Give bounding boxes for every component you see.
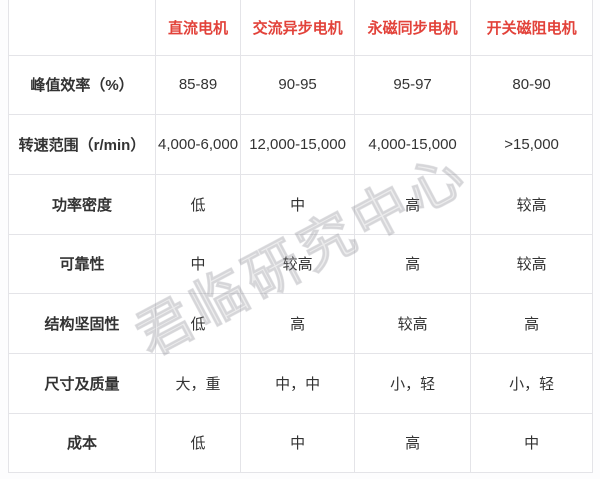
cell-reliability-sr: 较高 (470, 233, 594, 295)
cell-cost-dc: 低 (154, 412, 242, 474)
cell-size-weight-sr: 小，轻 (470, 352, 594, 414)
cell-reliability-dc: 中 (154, 233, 242, 295)
col-header-switched-reluctance-motor: 开关磁阻电机 (470, 0, 594, 56)
row-label-structural-robustness: 结构坚固性 (8, 293, 156, 354)
cell-speed-range-sr: >15,000 (470, 114, 594, 175)
table-row-size-weight: 尺寸及质量 大，重 中，中 小，轻 小，轻 (8, 352, 594, 414)
cell-cost-ac: 中 (240, 412, 356, 474)
cell-power-density-pm: 高 (354, 173, 472, 235)
cell-power-density-sr: 较高 (470, 173, 594, 235)
cell-size-weight-ac: 中，中 (240, 352, 356, 414)
table-row-speed-range: 转速范围（r/min） 4,000-6,000 12,000-15,000 4,… (8, 114, 594, 175)
cell-size-weight-dc: 大，重 (154, 352, 242, 414)
cell-speed-range-dc: 4,000-6,000 (154, 114, 242, 175)
table-header: 直流电机 交流异步电机 永磁同步电机 开关磁阻电机 (8, 0, 594, 56)
cell-size-weight-pm: 小，轻 (354, 352, 472, 414)
row-label-size-weight: 尺寸及质量 (8, 352, 156, 414)
table-row-peak-efficiency: 峰值效率（%） 85-89 90-95 95-97 80-90 (8, 54, 594, 116)
cell-speed-range-pm: 4,000-15,000 (354, 114, 472, 175)
table-row-power-density: 功率密度 低 中 高 较高 (8, 173, 594, 235)
cell-structural-robustness-pm: 较高 (354, 293, 472, 354)
cell-peak-efficiency-dc: 85-89 (154, 54, 242, 116)
table-row-cost: 成本 低 中 高 中 (8, 412, 594, 474)
cell-power-density-ac: 中 (240, 173, 356, 235)
row-label-cost: 成本 (8, 412, 156, 474)
row-label-reliability: 可靠性 (8, 233, 156, 295)
cell-peak-efficiency-pm: 95-97 (354, 54, 472, 116)
row-label-peak-efficiency: 峰值效率（%） (8, 54, 156, 116)
row-label-power-density: 功率密度 (8, 173, 156, 235)
cell-reliability-pm: 高 (354, 233, 472, 295)
col-header-dc-motor: 直流电机 (154, 0, 242, 56)
cell-peak-efficiency-sr: 80-90 (470, 54, 594, 116)
cell-structural-robustness-ac: 高 (240, 293, 356, 354)
table-row-reliability: 可靠性 中 较高 高 较高 (8, 233, 594, 295)
corner-cell (8, 0, 156, 56)
col-header-ac-induction-motor: 交流异步电机 (240, 0, 356, 56)
row-label-speed-range: 转速范围（r/min） (8, 114, 156, 175)
cell-reliability-ac: 较高 (240, 233, 356, 295)
cell-cost-pm: 高 (354, 412, 472, 474)
table-row-structural-robustness: 结构坚固性 低 高 较高 高 (8, 293, 594, 354)
header-row: 直流电机 交流异步电机 永磁同步电机 开关磁阻电机 (8, 0, 594, 56)
cell-structural-robustness-sr: 高 (470, 293, 594, 354)
cell-speed-range-ac: 12,000-15,000 (240, 114, 356, 175)
col-header-pm-synchronous-motor: 永磁同步电机 (354, 0, 472, 56)
cell-peak-efficiency-ac: 90-95 (240, 54, 356, 116)
cell-structural-robustness-dc: 低 (154, 293, 242, 354)
cell-power-density-dc: 低 (154, 173, 242, 235)
cell-cost-sr: 中 (470, 412, 594, 474)
table-body: 峰值效率（%） 85-89 90-95 95-97 80-90 转速范围（r/m… (8, 54, 594, 474)
motor-comparison-table: 直流电机 交流异步电机 永磁同步电机 开关磁阻电机 峰值效率（%） 85-89 … (8, 0, 594, 474)
